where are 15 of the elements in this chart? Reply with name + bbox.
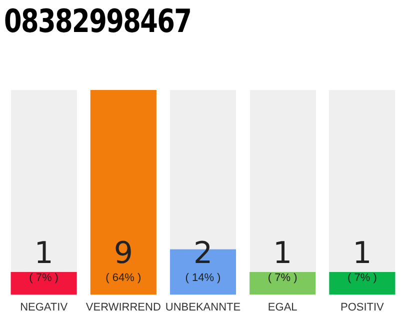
data-label: 1 bbox=[273, 236, 292, 271]
annotation: ( 7% ) bbox=[29, 272, 58, 284]
x-tick-label: UNBEKANNTE bbox=[165, 301, 241, 314]
data-label: 1 bbox=[352, 236, 372, 271]
x-tick-label: VERWIRREND bbox=[86, 301, 161, 314]
annotation: ( 7% ) bbox=[268, 272, 298, 284]
x-tick-label: NEGATIV bbox=[20, 301, 68, 314]
data-label: 9 bbox=[114, 236, 133, 271]
annotation: ( 14% ) bbox=[185, 272, 221, 284]
x-tick-label: POSITIV bbox=[340, 301, 385, 314]
x-tick-label: EGAL bbox=[268, 301, 298, 314]
annotation: ( 64% ) bbox=[106, 272, 142, 284]
chart-title: 08382998467 bbox=[4, 2, 192, 40]
data-label: 1 bbox=[34, 236, 54, 271]
annotation: ( 7% ) bbox=[348, 272, 377, 284]
